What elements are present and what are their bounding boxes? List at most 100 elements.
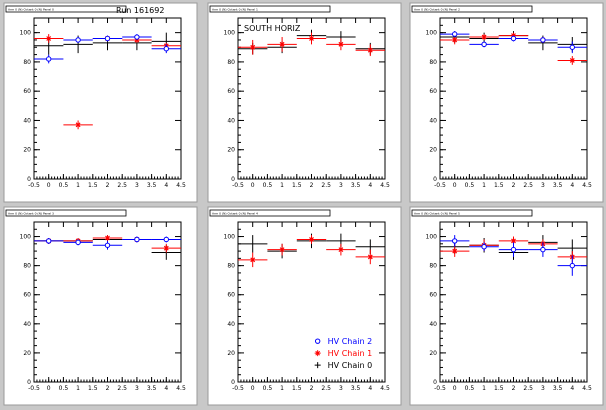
panel-title-box <box>411 209 533 217</box>
y-tick-label: 80 <box>227 59 235 66</box>
x-tick-label: -0.5 <box>232 385 244 392</box>
data-point-marker <box>540 246 546 253</box>
chart-panel-4: Arm 0 (N) Octant 0 (N) Panel 4-0.5 0 0.5 1 1… <box>207 206 402 406</box>
x-tick-label: 1.5 <box>494 182 504 189</box>
x-tick-label: -0.5 <box>28 182 40 189</box>
panel-annotation: Run 161692 <box>116 6 164 15</box>
x-tick-label: 0.5 <box>465 385 475 392</box>
x-tick-label: 4 <box>368 385 372 392</box>
x-tick-label: 4 <box>570 182 574 189</box>
y-tick-label: 100 <box>224 30 236 37</box>
data-point-marker <box>569 58 575 63</box>
panel-background <box>409 206 604 406</box>
y-tick-label: 20 <box>227 350 235 357</box>
x-tick-label: 3.5 <box>147 385 157 392</box>
panel-title-box <box>411 5 533 13</box>
panel-title: Arm 0 (N) Octant 0 (N) Panel 3 <box>8 211 54 215</box>
data-point-marker <box>510 246 517 253</box>
data-point-marker <box>134 236 140 243</box>
data-point-marker <box>540 37 546 43</box>
x-tick-label: 1.5 <box>292 385 302 392</box>
x-tick-label: 2.5 <box>117 385 127 392</box>
panel-title: Arm 0 (N) Octant 0 (N) Panel 4 <box>212 211 258 215</box>
panel-title-box <box>5 209 127 217</box>
y-tick-label: 80 <box>23 59 31 66</box>
data-point-marker <box>452 248 458 254</box>
y-tick-label: 20 <box>429 350 437 357</box>
legend-label: HV Chain 1 <box>328 349 373 358</box>
data-point-marker <box>510 35 517 42</box>
data-point-marker <box>511 238 516 244</box>
x-tick-label: 1 <box>280 385 284 392</box>
x-tick-label: 4.5 <box>380 385 390 392</box>
x-tick-label: 4.5 <box>582 182 592 189</box>
x-tick-label: 3 <box>135 385 139 392</box>
x-tick-label: 3 <box>135 182 139 189</box>
y-tick-label: 100 <box>426 234 438 241</box>
y-tick-label: 80 <box>429 59 437 66</box>
x-tick-label: -0.5 <box>232 182 244 189</box>
y-tick-label: 60 <box>429 292 437 299</box>
y-tick-label: 20 <box>23 350 31 357</box>
y-tick-label: 80 <box>429 263 437 270</box>
data-point-marker <box>134 34 140 40</box>
x-tick-label: 4 <box>164 182 168 189</box>
y-tick-label: 60 <box>429 88 437 95</box>
panel-background <box>3 2 198 203</box>
y-tick-label: 100 <box>224 234 236 241</box>
data-point-marker <box>481 34 487 40</box>
x-tick-label: 0 <box>251 182 255 189</box>
legend-marker <box>314 362 321 369</box>
y-tick-label: 40 <box>227 117 235 124</box>
data-point-marker <box>104 242 111 248</box>
legend-marker <box>314 350 321 357</box>
legend-label: HV Chain 0 <box>328 361 373 370</box>
panel-title-box <box>209 209 331 217</box>
data-point-marker <box>163 46 170 52</box>
data-point-marker <box>452 238 458 244</box>
chart-panel-1: Arm 0 (N) Octant 0 (N) Panel 1-0.5 0 0.5 1 1… <box>207 2 402 203</box>
data-point-marker <box>338 41 344 47</box>
chart-panel-3: Arm 0 (N) Octant 0 (N) Panel 3-0.5 0 0.5 1 1… <box>3 206 198 406</box>
y-tick-label: 60 <box>23 88 31 95</box>
y-tick-label: 100 <box>426 30 438 37</box>
x-tick-label: 4.5 <box>380 182 390 189</box>
x-tick-label: 2.5 <box>117 182 127 189</box>
data-point-marker <box>46 36 52 41</box>
data-point-marker <box>338 247 344 253</box>
panel-background <box>3 206 198 406</box>
panel-title: Arm 0 (N) Octant 0 (N) Panel 5 <box>414 211 460 215</box>
data-point-marker <box>309 36 314 41</box>
panel-annotation: SOUTH HORIZ <box>244 24 301 33</box>
x-tick-label: 2 <box>512 182 516 189</box>
x-tick-label: 2.5 <box>321 385 331 392</box>
x-tick-label: 3.5 <box>351 182 361 189</box>
x-tick-label: 0.5 <box>263 385 273 392</box>
x-tick-label: 2 <box>310 182 314 189</box>
y-tick-label: 100 <box>20 234 32 241</box>
x-tick-label: 4.5 <box>176 182 186 189</box>
y-tick-label: 40 <box>429 321 437 328</box>
data-point-marker <box>104 35 111 42</box>
x-tick-label: -0.5 <box>28 385 40 392</box>
x-tick-label: 0 <box>47 182 51 189</box>
data-point-marker <box>569 262 575 269</box>
x-tick-label: 3.5 <box>553 385 563 392</box>
data-point-marker <box>46 56 52 62</box>
data-point-marker <box>279 41 285 47</box>
data-point-marker <box>279 247 285 253</box>
y-tick-label: 0 <box>27 379 31 386</box>
data-point-marker <box>163 236 170 243</box>
y-tick-label: 40 <box>429 117 437 124</box>
x-tick-label: 2 <box>106 385 110 392</box>
data-point-marker <box>75 122 81 128</box>
y-tick-label: 100 <box>20 30 32 37</box>
data-point-marker <box>481 41 487 48</box>
data-point-marker <box>46 238 52 244</box>
x-tick-label: 1 <box>76 182 80 189</box>
x-tick-label: 1 <box>482 385 486 392</box>
data-point-marker <box>250 257 256 263</box>
x-tick-label: 0.5 <box>59 385 69 392</box>
x-tick-label: 2 <box>512 385 516 392</box>
